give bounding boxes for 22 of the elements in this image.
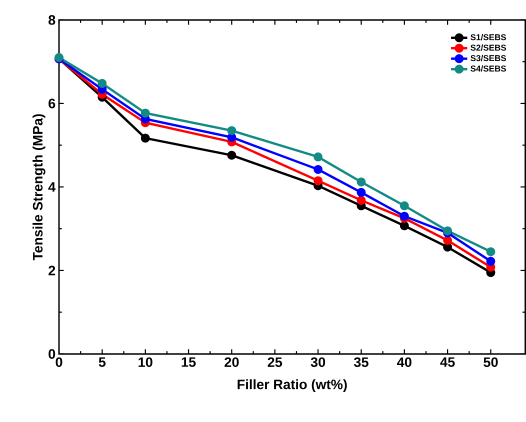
x-tick-label: 30 bbox=[310, 358, 326, 368]
x-tick-label: 50 bbox=[484, 358, 498, 368]
x-tick-label: 45 bbox=[440, 358, 455, 368]
legend-label: S3/SEBS bbox=[470, 55, 506, 62]
x-tick-label: 35 bbox=[354, 358, 368, 368]
legend-label: S4/SEBS bbox=[470, 66, 506, 72]
y-axis-title: Tensile Strength (MPa) bbox=[32, 114, 46, 260]
y-tick-label: 4 bbox=[48, 182, 56, 192]
x-axis-title: Filler Ratio (wt%) bbox=[238, 379, 347, 392]
x-tick-label: 20 bbox=[224, 358, 239, 368]
x-tick-label: 0 bbox=[56, 358, 62, 368]
x-tick-label: 5 bbox=[98, 358, 106, 368]
x-tick-label: 25 bbox=[268, 358, 282, 368]
legend-label: S1/SEBS bbox=[470, 34, 506, 41]
y-tick-label: 2 bbox=[48, 266, 56, 276]
y-tick-label: 6 bbox=[48, 98, 56, 109]
y-tick-label: 8 bbox=[48, 15, 56, 26]
x-tick-label: 40 bbox=[397, 358, 412, 368]
x-tick-label: 10 bbox=[138, 358, 152, 368]
x-tick-label: 15 bbox=[182, 358, 196, 368]
y-tick-label: 0 bbox=[48, 349, 56, 360]
legend-label: S2/SEBS bbox=[470, 44, 506, 51]
